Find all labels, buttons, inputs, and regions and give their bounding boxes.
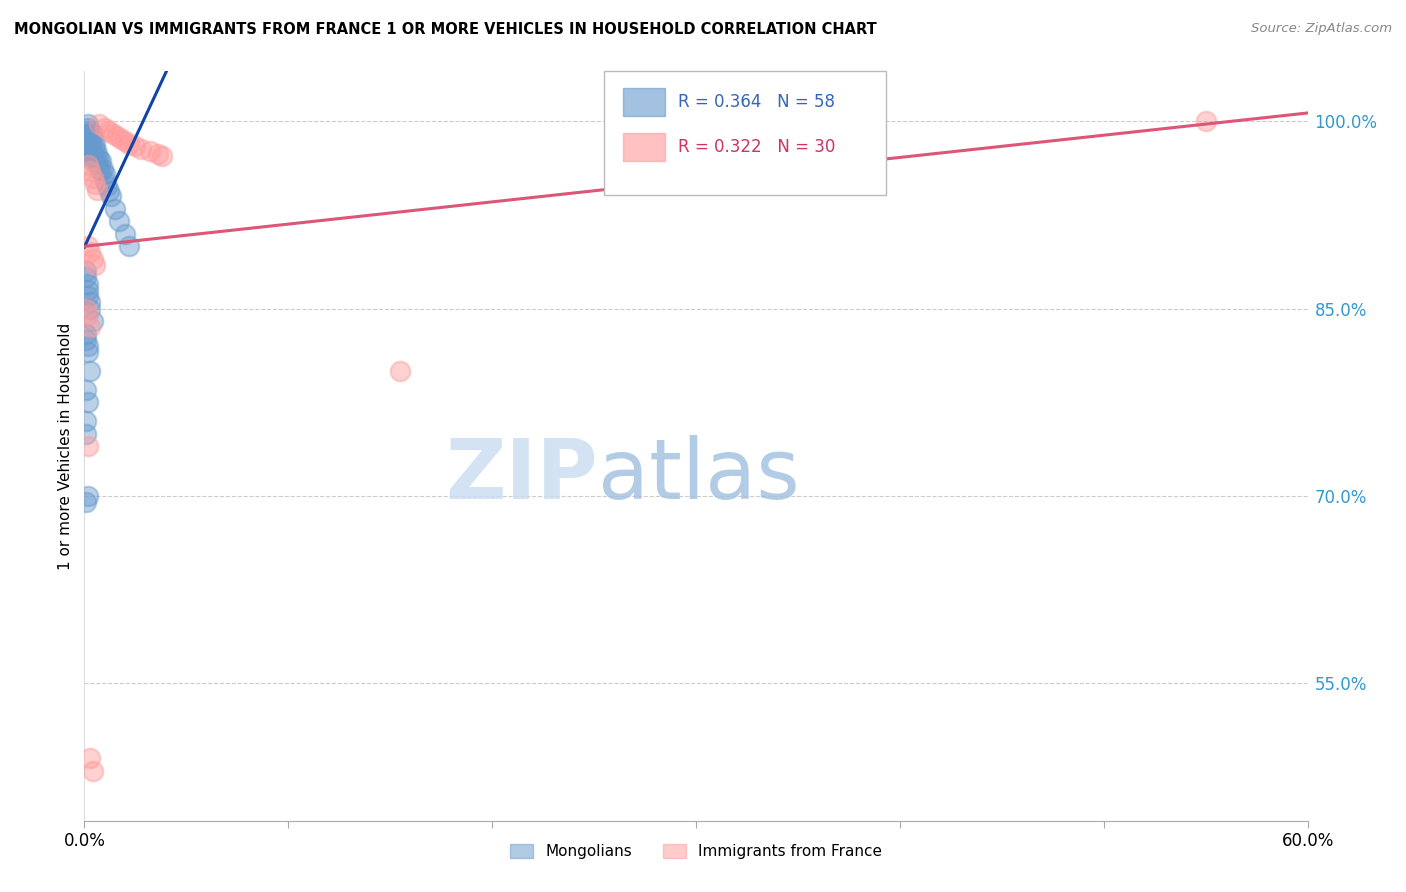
Point [90, 164, 112, 178]
Point [110, 132, 132, 146]
Point [82, 170, 104, 185]
Point [114, 227, 136, 241]
Point [79, 142, 101, 156]
FancyBboxPatch shape [605, 71, 886, 195]
Point [83, 142, 105, 156]
Point [79, 751, 101, 765]
Point [75, 139, 97, 153]
Point [75, 127, 97, 141]
Point [82, 764, 104, 778]
Point [114, 134, 136, 148]
Point [79, 133, 101, 147]
Text: ZIP: ZIP [446, 435, 598, 516]
Point [75, 133, 97, 147]
Point [86, 154, 108, 169]
Point [83, 177, 105, 191]
Point [82, 154, 104, 169]
Point [77, 439, 100, 453]
Point [83, 136, 105, 151]
Point [91, 161, 114, 176]
Point [77, 339, 100, 353]
Point [75, 301, 97, 316]
Point [77, 127, 100, 141]
Point [77, 308, 100, 322]
Point [90, 154, 112, 169]
Point [93, 174, 115, 188]
Point [101, 127, 124, 141]
Point [146, 146, 169, 161]
Point [75, 333, 97, 347]
Point [1195, 114, 1218, 128]
Point [86, 145, 108, 160]
Point [86, 183, 108, 197]
Point [138, 145, 160, 159]
Point [97, 184, 120, 198]
Bar [623, 87, 665, 116]
Point [79, 295, 101, 310]
Point [105, 129, 128, 144]
Point [150, 149, 173, 163]
Point [75, 426, 97, 441]
Point [389, 364, 412, 378]
Point [87, 117, 110, 131]
Point [124, 139, 146, 153]
Point [118, 136, 141, 151]
Point [77, 277, 100, 291]
Point [97, 124, 120, 138]
Text: Source: ZipAtlas.com: Source: ZipAtlas.com [1251, 22, 1392, 36]
Point [79, 301, 101, 316]
Point [82, 127, 104, 141]
Point [79, 149, 101, 163]
Point [82, 252, 104, 266]
Point [75, 326, 97, 341]
Point [75, 495, 97, 509]
Point [77, 489, 100, 503]
Point [75, 383, 97, 397]
Point [118, 239, 141, 253]
Point [75, 270, 97, 285]
Point [77, 145, 100, 160]
Point [87, 161, 110, 176]
Point [77, 345, 100, 359]
Point [79, 245, 101, 260]
Text: atlas: atlas [598, 435, 800, 516]
Point [75, 145, 97, 160]
Point [77, 133, 100, 147]
Point [75, 414, 97, 428]
Point [77, 289, 100, 303]
Legend: Mongolians, Immigrants from France: Mongolians, Immigrants from France [505, 838, 887, 865]
Point [82, 145, 104, 160]
Point [77, 239, 100, 253]
Point [77, 117, 100, 131]
Point [77, 139, 100, 153]
Point [77, 283, 100, 297]
Y-axis label: 1 or more Vehicles in Household: 1 or more Vehicles in Household [58, 322, 73, 570]
Point [79, 164, 101, 178]
Text: R = 0.364   N = 58: R = 0.364 N = 58 [678, 93, 835, 112]
Point [79, 364, 101, 378]
Point [131, 142, 153, 156]
Point [82, 133, 104, 147]
Point [77, 158, 100, 172]
Point [77, 120, 100, 135]
Point [79, 320, 101, 334]
Point [79, 124, 101, 138]
Point [83, 258, 105, 272]
Point [83, 152, 105, 166]
Point [108, 214, 131, 228]
Point [104, 202, 127, 216]
Point [93, 120, 115, 135]
Text: R = 0.322   N = 30: R = 0.322 N = 30 [678, 138, 835, 156]
Point [87, 152, 110, 166]
Point [75, 264, 97, 278]
Bar [623, 133, 665, 161]
Point [77, 395, 100, 409]
Point [100, 189, 122, 203]
Point [93, 167, 115, 181]
Text: MONGOLIAN VS IMMIGRANTS FROM FRANCE 1 OR MORE VEHICLES IN HOUSEHOLD CORRELATION : MONGOLIAN VS IMMIGRANTS FROM FRANCE 1 OR… [14, 22, 877, 37]
Point [79, 129, 101, 144]
Point [96, 179, 118, 194]
Point [82, 314, 104, 328]
